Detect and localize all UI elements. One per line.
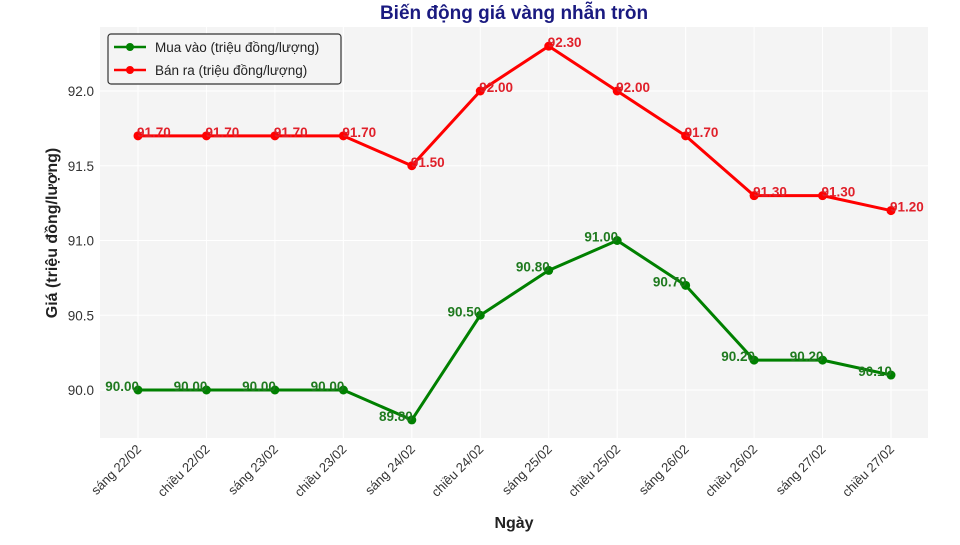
data-label: 91.50	[411, 155, 445, 170]
data-label: 90.00	[242, 379, 276, 394]
data-point-marker	[612, 236, 622, 245]
data-label: 91.70	[137, 125, 171, 140]
x-tick-label: sáng 23/02	[225, 442, 281, 498]
data-point-marker	[749, 191, 759, 201]
data-label: 91.70	[274, 125, 308, 140]
data-point-marker	[886, 370, 896, 380]
x-tick-label: chiều 26/02	[702, 442, 760, 500]
x-tick-label: sáng 26/02	[636, 442, 692, 498]
data-point-marker	[818, 355, 828, 365]
data-point-marker	[749, 355, 759, 365]
y-tick-label: 91.5	[68, 159, 94, 174]
data-label: 92.00	[616, 80, 650, 95]
data-labels: 90.00 90.00 90.00 90.00 89.80 90.50 90.80 91.00…	[105, 35, 924, 424]
data-point-marker	[133, 385, 143, 395]
data-label: 90.00	[174, 379, 208, 394]
data-point-marker	[270, 385, 280, 395]
data-point-marker	[886, 206, 896, 216]
data-point-marker	[681, 131, 691, 141]
data-point-marker	[407, 161, 417, 171]
y-tick-label: 90.0	[68, 383, 94, 398]
data-point-marker	[407, 415, 417, 425]
data-point-marker	[818, 191, 828, 201]
data-label: 92.00	[479, 80, 513, 95]
data-label: 91.00	[584, 230, 618, 245]
y-tick-label: 90.5	[68, 308, 94, 323]
x-tick-label: sáng 24/02	[362, 442, 418, 498]
legend-label: Mua vào (triệu đồng/lượng)	[155, 40, 319, 55]
legend-marker-icon	[126, 43, 134, 51]
x-tick-label: chiều 23/02	[291, 442, 349, 500]
data-label: 90.10	[858, 364, 892, 379]
data-label: 91.70	[205, 125, 239, 140]
data-label: 90.50	[447, 304, 481, 319]
sell-price-line	[138, 44, 892, 213]
data-label: 91.70	[342, 125, 376, 140]
data-label: 91.70	[685, 125, 719, 140]
legend: Mua vào (triệu đồng/lượng) Bán ra (triệu…	[107, 33, 342, 85]
data-point-marker	[201, 131, 211, 141]
legend-label: Bán ra (triệu đồng/lượng)	[155, 63, 307, 78]
data-label: 91.20	[890, 200, 924, 215]
data-label: 90.00	[105, 379, 139, 394]
data-label: 90.00	[311, 379, 345, 394]
data-label: 92.30	[548, 35, 582, 50]
series-lines	[133, 41, 896, 425]
data-point-marker	[475, 86, 485, 96]
data-point-marker	[201, 385, 211, 395]
x-axis-label: Ngày	[494, 515, 533, 532]
data-point-marker	[270, 131, 280, 141]
x-tick-label: sáng 27/02	[773, 442, 829, 498]
data-label: 90.20	[721, 349, 755, 364]
data-label: 90.20	[790, 349, 824, 364]
x-tick-label: sáng 25/02	[499, 442, 555, 498]
y-tick-label: 92.0	[68, 84, 94, 99]
data-point-marker	[544, 41, 554, 51]
legend-item-sell: Bán ra (triệu đồng/lượng)	[114, 63, 307, 78]
data-label: 91.30	[822, 185, 856, 200]
data-point-marker	[681, 280, 691, 290]
legend-marker-icon	[126, 66, 134, 74]
y-axis-ticks: 90.0 90.5 91.0 91.5 92.0	[68, 84, 94, 398]
data-point-marker	[612, 86, 622, 96]
x-axis-ticks: sáng 22/02 chiều 22/02 sáng 23/02 chiều 23/…	[88, 442, 897, 500]
data-label: 90.70	[653, 274, 687, 289]
data-point-marker	[338, 385, 348, 395]
data-label: 91.30	[753, 185, 787, 200]
buy-price-line	[138, 239, 892, 422]
data-point-marker	[544, 265, 554, 275]
data-point-marker	[133, 131, 143, 141]
x-tick-label: chiều 27/02	[839, 442, 897, 500]
y-tick-label: 91.0	[68, 234, 94, 249]
x-tick-label: sáng 22/02	[88, 442, 144, 498]
data-label: 89.80	[379, 409, 413, 424]
legend-item-buy: Mua vào (triệu đồng/lượng)	[114, 40, 319, 55]
data-point-marker	[475, 310, 485, 320]
x-tick-label: chiều 25/02	[565, 442, 623, 500]
plot-area	[100, 27, 928, 438]
data-label: 90.80	[516, 259, 550, 274]
x-tick-label: chiều 22/02	[154, 442, 212, 500]
chart-title: Biến động giá vàng nhẫn tròn	[380, 2, 648, 24]
x-tick-label: chiều 24/02	[428, 442, 486, 500]
data-point-marker	[338, 131, 348, 141]
y-axis-label: Giá (triệu đồng/lượng)	[44, 148, 61, 319]
